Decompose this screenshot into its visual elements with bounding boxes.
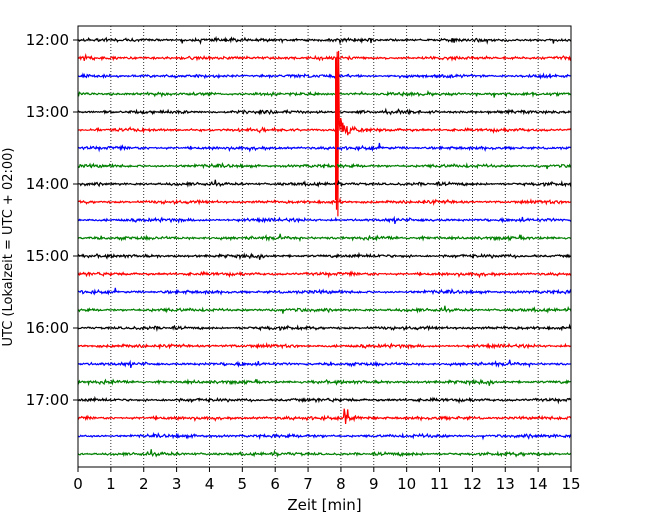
plot-background [78, 26, 571, 467]
x-tick-label: 5 [238, 475, 248, 493]
x-tick-label: 15 [561, 475, 580, 493]
y-axis: 12:00 13:00 14:00 15:00 16:00 17:00 [26, 31, 78, 409]
x-tick-label: 10 [397, 475, 416, 493]
x-tick-label: 7 [303, 475, 313, 493]
trace-line [77, 287, 572, 296]
trace-line [77, 142, 572, 153]
x-tick-label: 9 [369, 475, 379, 493]
y-tick-label: 16:00 [26, 319, 69, 337]
trace-line [77, 270, 572, 279]
trace-line [77, 53, 572, 62]
trace-line [77, 395, 572, 405]
trace-line [77, 50, 572, 217]
x-axis-label: Zeit [min] [287, 496, 361, 514]
x-tick-label: 8 [336, 475, 346, 493]
x-tick-label: 12 [463, 475, 482, 493]
trace-line [77, 161, 572, 170]
trace-line [77, 72, 572, 80]
trace-line [77, 233, 571, 243]
x-tick-label: 3 [172, 475, 182, 493]
trace-line [77, 431, 572, 441]
y-tick-label: 17:00 [26, 391, 69, 409]
trace-line [77, 305, 572, 314]
x-tick-label: 6 [270, 475, 280, 493]
trace-line [77, 197, 572, 207]
y-tick-label: 12:00 [26, 31, 69, 49]
x-axis: 0 1 2 3 4 5 6 7 8 9 10 11 12 13 14 15 [73, 467, 581, 493]
x-tick-label: 0 [73, 475, 83, 493]
trace-line [77, 359, 572, 369]
trace-line [77, 341, 571, 351]
trace-line [77, 449, 572, 458]
traces [77, 35, 572, 458]
x-tick-label: 4 [205, 475, 215, 493]
trace-line [77, 35, 572, 46]
y-axis-label: UTC (Lokalzeit = UTC + 02:00) [1, 148, 16, 347]
trace-line [77, 215, 572, 225]
plot-frame [77, 25, 572, 468]
x-tick-label: 11 [430, 475, 449, 493]
trace-line [77, 89, 572, 98]
trace-line [77, 408, 572, 424]
x-tick-label: 2 [139, 475, 149, 493]
trace-line [77, 107, 572, 116]
trace-line [77, 378, 572, 387]
trace-line [78, 179, 572, 188]
y-tick-label: 14:00 [26, 175, 69, 193]
y-tick-label: 13:00 [26, 103, 69, 121]
x-tick-label: 1 [106, 475, 116, 493]
x-tick-label: 13 [496, 475, 515, 493]
x-tick-label: 14 [529, 475, 548, 493]
y-tick-label: 15:00 [26, 247, 69, 265]
trace-line [77, 323, 571, 332]
trace-line [77, 251, 572, 261]
